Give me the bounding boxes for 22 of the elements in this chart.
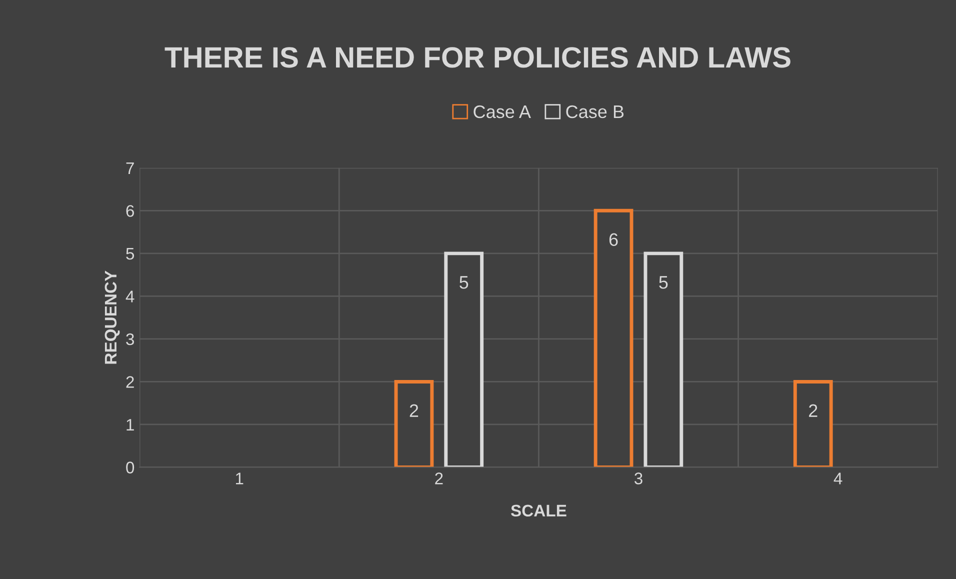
y-tick-label: 1 xyxy=(126,419,134,431)
y-tick-label: 2 xyxy=(126,376,134,388)
y-axis-title: REQUENCY xyxy=(104,270,120,364)
y-tick-label: 0 xyxy=(126,462,134,474)
data-label: 5 xyxy=(460,276,468,289)
chart-title: THERE IS A NEED FOR POLICIES AND LAWS xyxy=(164,47,790,68)
y-tick-label: 6 xyxy=(126,205,134,217)
x-tick-label: 3 xyxy=(634,472,642,484)
x-tick-label: 4 xyxy=(834,472,842,484)
legend-label: Case A xyxy=(474,105,531,118)
x-axis-title: SCALE xyxy=(510,504,566,517)
y-tick-label: 3 xyxy=(126,333,134,346)
legend-label: Case B xyxy=(566,105,624,118)
data-label: 2 xyxy=(808,404,818,417)
data-label: 6 xyxy=(609,233,618,246)
y-tick-label: 4 xyxy=(126,290,134,302)
data-label: 5 xyxy=(659,276,668,289)
x-tick-label: 1 xyxy=(236,472,244,484)
y-tick-label: 7 xyxy=(126,162,134,174)
data-label: 2 xyxy=(410,404,418,417)
y-tick-label: 5 xyxy=(126,248,134,260)
x-tick-label: 2 xyxy=(435,472,443,484)
